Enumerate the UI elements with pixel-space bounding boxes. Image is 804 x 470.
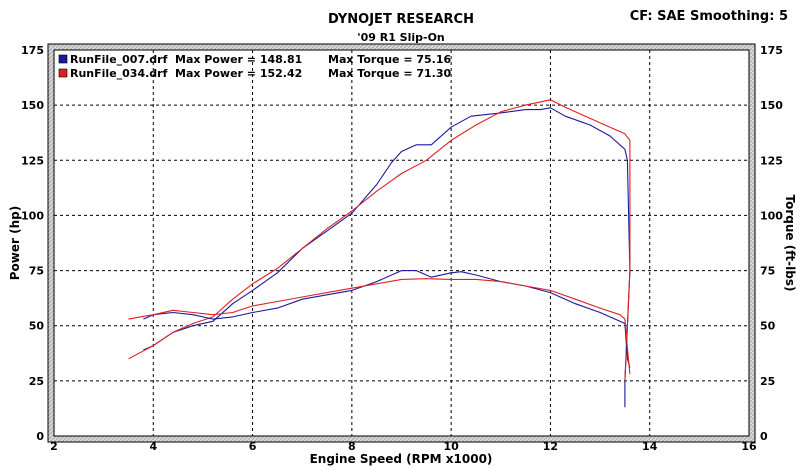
chart-subtitle: '09 R1 Slip-On [357,31,445,44]
y-tick-label-left: 50 [29,320,45,333]
y-tick-label-left: 175 [21,44,44,57]
series-line-torque [143,270,631,368]
y-axis-label-left: Power (hp) [8,206,22,280]
plot-area [53,49,750,437]
x-tick-label: 4 [149,440,157,453]
y-tick-labels-right: 0 25 50 75 100 125 150 175 [760,44,783,443]
series-lines [128,99,631,408]
legend-file-1: RunFile_007.drf [70,53,168,66]
series-line-power [143,107,631,408]
x-tick-labels: 2 4 6 8 10 12 14 16 [50,440,757,453]
y-tick-label-right: 125 [760,154,783,167]
y-tick-label-right: 150 [760,99,783,112]
y-tick-label-left: 100 [21,209,44,222]
correction-label: CF: SAE Smoothing: 5 [630,9,788,24]
y-tick-label-left: 0 [36,430,44,443]
chart-title: DYNOJET RESEARCH [328,12,474,27]
y-tick-labels-left: 0 25 50 75 100 125 150 175 [21,44,44,443]
y-axis-label-right: Torque (ft-lbs) [783,195,797,292]
legend-file-2: RunFile_034.drf [70,67,168,80]
legend-torque-2: Max Torque = 71.30 [328,67,452,80]
x-tick-label: 2 [50,440,58,453]
legend: RunFile_007.drf Max Power = 148.81 Max T… [58,53,452,80]
legend-swatch-2 [58,68,68,78]
legend-power-1: Max Power = 148.81 [175,53,302,66]
legend-power-2: Max Power = 152.42 [175,67,302,80]
y-tick-label-right: 25 [760,375,775,388]
x-axis-label: Engine Speed (RPM x1000) [310,452,493,466]
grid-lines [54,50,749,436]
y-tick-label-left: 75 [29,265,44,278]
y-tick-label-right: 100 [760,209,783,222]
x-tick-label: 10 [443,440,459,453]
x-tick-label: 14 [642,440,658,453]
series-line-torque [128,278,631,375]
legend-swatch-1 [58,54,68,64]
y-tick-label-left: 25 [29,375,44,388]
y-tick-label-right: 50 [760,320,776,333]
y-tick-label-right: 175 [760,44,783,57]
x-tick-label: 6 [249,440,257,453]
y-tick-label-left: 125 [21,154,44,167]
x-tick-label: 12 [543,440,558,453]
legend-torque-1: Max Torque = 75.16 [328,53,452,66]
y-tick-label-right: 75 [760,265,775,278]
series-line-power [128,99,631,381]
y-tick-label-right: 0 [760,430,768,443]
y-tick-label-left: 150 [21,99,44,112]
x-tick-label: 8 [348,440,356,453]
x-tick-label: 16 [741,440,757,453]
